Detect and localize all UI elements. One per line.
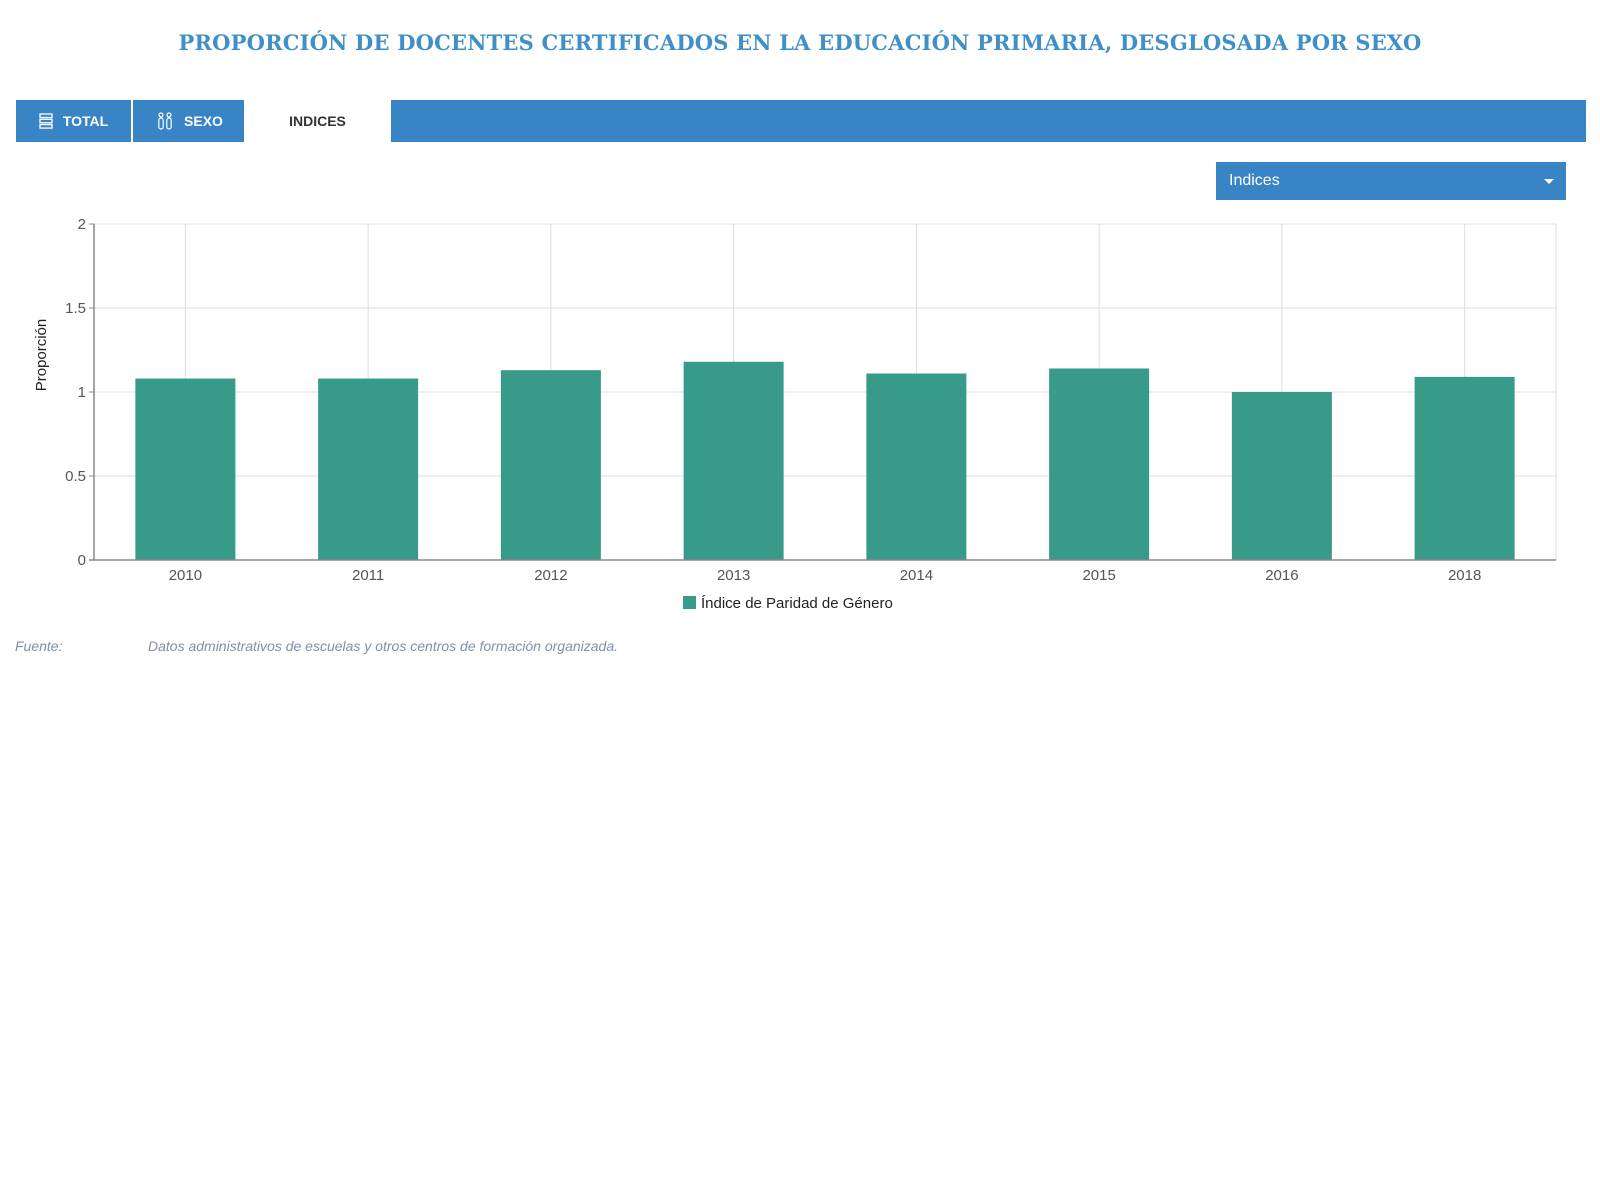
tab-indices-label: INDICES — [289, 113, 346, 129]
x-tick-label: 2010 — [169, 567, 202, 584]
tab-bar: TOTAL SEXO INDICES — [16, 100, 1586, 142]
indicator-select[interactable]: Indices — [1216, 162, 1566, 200]
bar — [1049, 368, 1150, 560]
bar — [866, 373, 967, 560]
x-tick-label: 2011 — [352, 567, 384, 584]
tab-sexo[interactable]: SEXO — [135, 100, 244, 142]
bar — [1414, 376, 1515, 560]
tab-indices[interactable]: INDICES — [244, 100, 391, 142]
y-tick-label: 0.5 — [65, 468, 86, 485]
y-axis-label: Proporción — [33, 319, 50, 392]
y-tick-label: 1 — [78, 384, 86, 401]
people-icon — [156, 112, 174, 130]
bar — [318, 378, 419, 560]
bar-chart: 0 0.5 1 1.5 2 2010 2011 2012 2013 2014 2015 2016 201… — [33, 216, 1557, 612]
indicator-select-value: Indices — [1229, 172, 1280, 189]
x-tick-label: 2014 — [900, 567, 933, 584]
source-label: Fuente: — [15, 638, 63, 654]
bar — [135, 378, 236, 560]
legend-swatch — [683, 596, 696, 609]
tab-total[interactable]: TOTAL — [16, 100, 133, 142]
x-tick-label: 2016 — [1265, 567, 1298, 584]
tab-total-label: TOTAL — [62, 113, 109, 129]
bar — [500, 370, 601, 560]
source-text: Datos administrativos de escuelas y otro… — [148, 638, 619, 654]
x-tick-label: 2018 — [1448, 567, 1481, 584]
x-tick-label: 2013 — [717, 567, 750, 584]
bar — [683, 361, 784, 560]
y-tick-label: 0 — [78, 552, 86, 569]
bar — [1231, 392, 1332, 560]
list-icon — [39, 113, 53, 129]
chevron-down-icon — [1544, 179, 1554, 184]
legend-label: Índice de Paridad de Género — [701, 595, 893, 612]
y-tick-label: 2 — [78, 216, 86, 233]
tab-sexo-label: SEXO — [184, 113, 223, 129]
page-title: PROPORCIÓN DE DOCENTES CERTIFICADOS EN L… — [178, 30, 1422, 55]
y-tick-label: 1.5 — [65, 300, 86, 317]
x-tick-label: 2015 — [1082, 567, 1115, 584]
x-tick-label: 2012 — [534, 567, 567, 584]
